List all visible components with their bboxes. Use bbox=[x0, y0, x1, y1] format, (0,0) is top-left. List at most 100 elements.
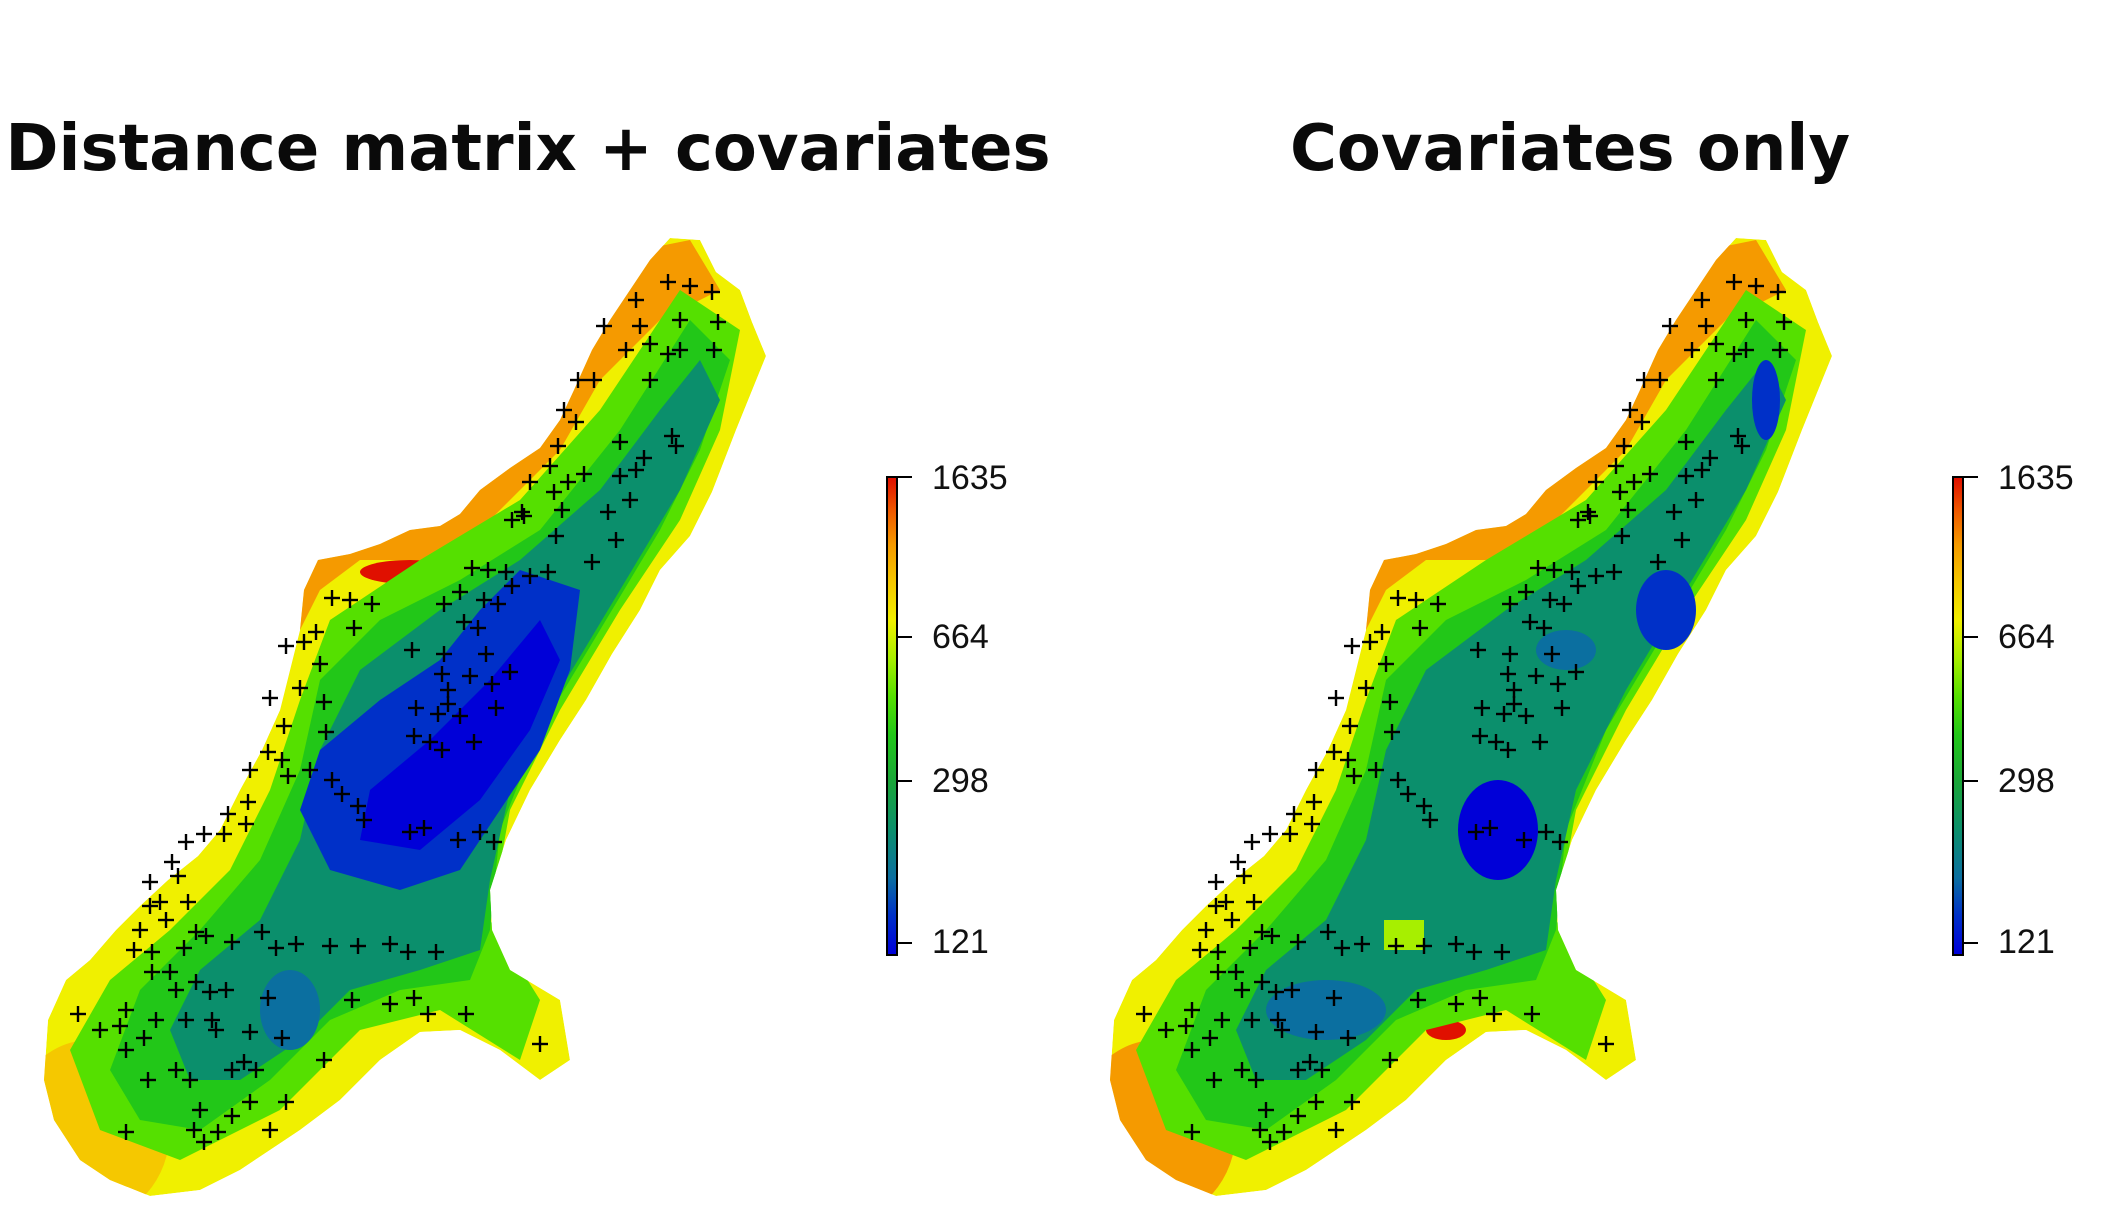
sample-point-marker bbox=[1536, 620, 1552, 636]
sample-point-marker bbox=[1224, 912, 1240, 928]
sample-point-marker bbox=[302, 762, 318, 778]
sample-point-marker bbox=[216, 826, 232, 842]
sample-point-marker bbox=[1500, 742, 1516, 758]
panel-2-title: Covariates only bbox=[1289, 112, 1851, 186]
sample-point-marker bbox=[1218, 894, 1234, 910]
sample-point-marker bbox=[178, 834, 194, 850]
sample-point-marker bbox=[262, 1122, 278, 1138]
sample-point-marker bbox=[1546, 562, 1562, 578]
sample-point-marker bbox=[1518, 584, 1534, 600]
sample-point-marker bbox=[504, 512, 520, 528]
sample-point-marker bbox=[498, 564, 514, 580]
sample-point-marker bbox=[400, 944, 416, 960]
sample-point-marker bbox=[1472, 990, 1488, 1006]
sample-point-marker bbox=[118, 1042, 134, 1058]
sample-point-marker bbox=[1502, 646, 1518, 662]
sample-point-marker bbox=[1208, 874, 1224, 890]
sample-point-marker bbox=[452, 584, 468, 600]
sample-point-marker bbox=[1400, 786, 1416, 802]
sample-point-marker bbox=[1612, 484, 1628, 500]
sample-point-marker bbox=[1268, 984, 1284, 1000]
sample-point-marker bbox=[434, 742, 450, 758]
sample-point-marker bbox=[1556, 596, 1572, 612]
sample-point-marker bbox=[224, 1108, 240, 1124]
sample-point-marker bbox=[1650, 554, 1666, 570]
sample-point-marker bbox=[1694, 292, 1710, 308]
sample-point-marker bbox=[1228, 964, 1244, 980]
sample-point-marker bbox=[1252, 1122, 1268, 1138]
sample-point-marker bbox=[242, 1094, 258, 1110]
map-region-low bbox=[1236, 360, 1786, 1080]
sample-point-marker bbox=[1474, 700, 1490, 716]
sample-point-marker bbox=[532, 1036, 548, 1052]
sample-point-marker bbox=[1344, 1094, 1360, 1110]
sample-point-marker bbox=[152, 894, 168, 910]
sample-point-marker bbox=[586, 372, 602, 388]
sample-point-marker bbox=[1214, 1012, 1230, 1028]
sample-point-marker bbox=[202, 984, 218, 1000]
sample-point-marker bbox=[1344, 638, 1360, 654]
sample-point-marker bbox=[1314, 1062, 1330, 1078]
sample-point-marker bbox=[292, 680, 308, 696]
colorbar-label-max: 1635 bbox=[932, 459, 1008, 497]
sample-point-marker bbox=[1308, 1094, 1324, 1110]
sample-point-marker bbox=[504, 578, 520, 594]
sample-point-marker bbox=[1726, 346, 1742, 362]
sample-point-marker bbox=[560, 474, 576, 490]
sample-point-marker bbox=[1368, 762, 1384, 778]
sample-point-marker bbox=[1274, 1022, 1290, 1038]
sample-point-marker bbox=[476, 592, 492, 608]
sample-point-marker bbox=[404, 642, 420, 658]
prediction-map-distance-covariates bbox=[44, 238, 766, 1196]
sample-point-marker bbox=[70, 1006, 86, 1022]
sample-point-marker bbox=[1192, 942, 1208, 958]
sample-point-marker bbox=[1184, 1042, 1200, 1058]
sample-point-marker bbox=[312, 656, 328, 672]
sample-point-marker bbox=[162, 964, 178, 980]
sample-point-marker bbox=[612, 468, 628, 484]
sample-point-marker bbox=[1244, 834, 1260, 850]
sample-point-marker bbox=[112, 1018, 128, 1034]
sample-point-marker bbox=[1412, 620, 1428, 636]
sample-point-marker bbox=[1198, 922, 1214, 938]
sample-point-marker bbox=[1410, 992, 1426, 1008]
sample-point-marker bbox=[1244, 1012, 1260, 1028]
sample-point-marker bbox=[440, 696, 456, 712]
sample-point-marker bbox=[1422, 812, 1438, 828]
sample-point-marker bbox=[1254, 924, 1270, 940]
sample-point-marker bbox=[1302, 1054, 1318, 1070]
sample-point-marker bbox=[224, 934, 240, 950]
sample-point-marker bbox=[1390, 590, 1406, 606]
sample-point-marker bbox=[408, 700, 424, 716]
sample-point-marker bbox=[1530, 560, 1546, 576]
sample-point-marker bbox=[1184, 1002, 1200, 1018]
sample-point-marker bbox=[1486, 1006, 1502, 1022]
sample-point-marker bbox=[144, 964, 160, 980]
colorbar-label-max: 1635 bbox=[1998, 459, 2074, 497]
sample-point-marker bbox=[142, 874, 158, 890]
sample-point-marker bbox=[382, 996, 398, 1012]
sample-point-marker bbox=[1770, 284, 1786, 300]
sample-point-marker bbox=[1564, 564, 1580, 580]
sample-point-marker bbox=[1320, 924, 1336, 940]
sample-point-marker bbox=[1290, 1062, 1306, 1078]
sample-point-marker bbox=[668, 438, 684, 454]
sample-point-marker bbox=[1472, 728, 1488, 744]
sample-point-marker bbox=[522, 568, 538, 584]
sample-point-marker bbox=[1308, 762, 1324, 778]
map-region-min bbox=[1752, 360, 1780, 440]
sample-point-marker bbox=[168, 982, 184, 998]
sample-point-marker bbox=[188, 974, 204, 990]
sample-point-marker bbox=[1340, 1030, 1356, 1046]
colorbar-label-min: 121 bbox=[1998, 923, 2055, 961]
sample-point-marker bbox=[706, 342, 722, 358]
sample-point-marker bbox=[1666, 504, 1682, 520]
sample-point-marker bbox=[1538, 824, 1554, 840]
sample-point-marker bbox=[488, 700, 504, 716]
sample-point-marker bbox=[440, 682, 456, 698]
sample-point-marker bbox=[240, 794, 256, 810]
sample-point-marker bbox=[1606, 564, 1622, 580]
sample-point-marker bbox=[1496, 706, 1512, 722]
sample-point-marker bbox=[1634, 414, 1650, 430]
sample-point-marker bbox=[628, 292, 644, 308]
